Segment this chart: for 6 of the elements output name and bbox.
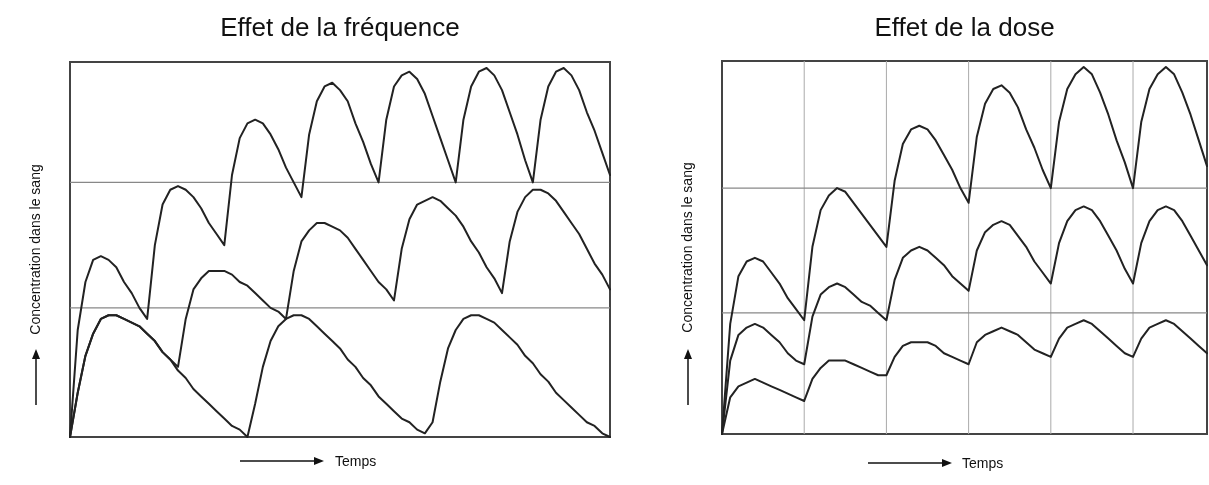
chart-title: Effet de la dose bbox=[874, 12, 1055, 42]
x-axis-title: Temps bbox=[962, 455, 1004, 471]
y-axis-title: Concentration dans le sang bbox=[27, 164, 43, 335]
y-axis-title: Concentration dans le sang bbox=[679, 162, 695, 333]
chart-title: Effet de la fréquence bbox=[220, 12, 460, 42]
x-axis-title: Temps bbox=[335, 453, 377, 469]
